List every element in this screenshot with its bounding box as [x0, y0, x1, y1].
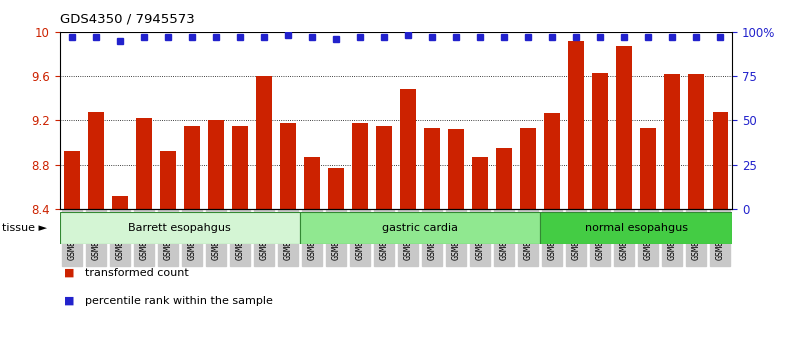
- Text: gastric cardia: gastric cardia: [382, 223, 458, 233]
- Bar: [112, 196, 127, 209]
- Text: normal esopahgus: normal esopahgus: [585, 223, 688, 233]
- Bar: [521, 128, 536, 209]
- Text: ■: ■: [64, 296, 74, 306]
- Bar: [712, 112, 728, 209]
- Bar: [424, 128, 440, 209]
- Bar: [544, 113, 560, 209]
- Bar: [304, 157, 320, 209]
- Bar: [184, 126, 200, 209]
- Text: Barrett esopahgus: Barrett esopahgus: [128, 223, 231, 233]
- Bar: [448, 129, 464, 209]
- Bar: [88, 112, 103, 209]
- Bar: [472, 157, 488, 209]
- Bar: [540, 212, 732, 244]
- Text: GDS4350 / 7945573: GDS4350 / 7945573: [60, 12, 194, 25]
- Bar: [496, 148, 512, 209]
- Bar: [352, 122, 368, 209]
- Bar: [568, 41, 584, 209]
- Bar: [60, 212, 300, 244]
- Text: transformed count: transformed count: [85, 268, 189, 278]
- Bar: [136, 118, 151, 209]
- Bar: [280, 122, 296, 209]
- Bar: [400, 89, 416, 209]
- Bar: [232, 126, 248, 209]
- Text: percentile rank within the sample: percentile rank within the sample: [85, 296, 273, 306]
- Bar: [256, 76, 271, 209]
- Bar: [64, 152, 80, 209]
- Bar: [641, 128, 656, 209]
- Bar: [689, 74, 704, 209]
- Bar: [160, 152, 176, 209]
- Text: tissue ►: tissue ►: [2, 223, 47, 233]
- Bar: [328, 168, 344, 209]
- Bar: [616, 46, 632, 209]
- Bar: [665, 74, 680, 209]
- Bar: [208, 120, 224, 209]
- Bar: [377, 126, 392, 209]
- Bar: [300, 212, 540, 244]
- Text: ■: ■: [64, 268, 74, 278]
- Bar: [592, 73, 608, 209]
